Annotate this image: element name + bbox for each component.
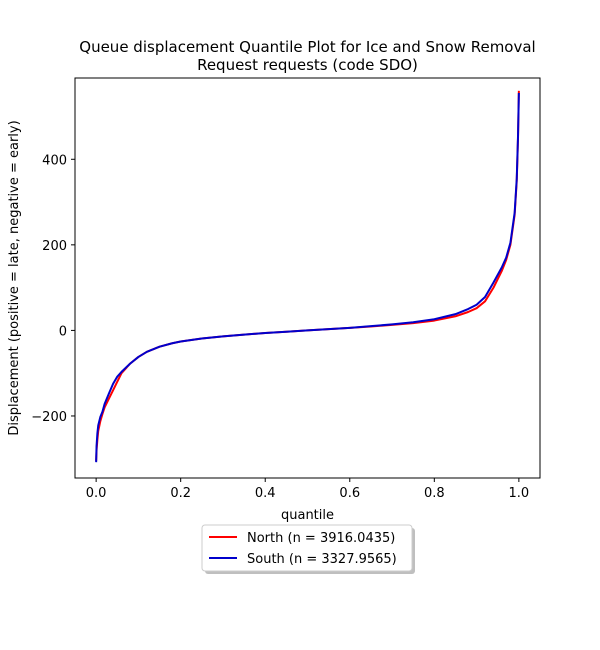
- x-tick-label: 0.6: [339, 486, 360, 501]
- series-line-south: [95, 92, 520, 463]
- legend-box: [201, 524, 413, 572]
- chart-title-line-1: Queue displacement Quantile Plot for Ice…: [79, 38, 535, 56]
- x-tick-label: 0.0: [86, 486, 107, 501]
- x-tick-label: 0.2: [170, 486, 191, 501]
- plot-frame: [74, 77, 541, 479]
- series-line-north: [95, 90, 520, 461]
- legend-label-south: South (n = 3327.9565): [247, 552, 397, 567]
- y-tick-label: 400: [42, 153, 67, 168]
- y-tick-label: 0: [59, 324, 67, 339]
- x-tick-label: 1.0: [509, 486, 530, 501]
- legend-label-north: North (n = 3916.0435): [247, 531, 395, 546]
- x-axis-label: quantile: [281, 508, 334, 523]
- y-axis: −200 0 200 400: [31, 153, 75, 425]
- y-tick-label: 200: [42, 239, 67, 254]
- legend: North (n = 3916.0435) South (n = 3327.95…: [201, 524, 415, 574]
- plot-area: [95, 90, 520, 463]
- y-axis-label: Displacement (positive = late, negative …: [7, 120, 22, 435]
- y-tick-label: −200: [31, 410, 67, 425]
- x-tick-label: 0.4: [255, 486, 276, 501]
- chart-title-line-2: Request requests (code SDO): [197, 56, 418, 74]
- x-tick-label: 0.8: [424, 486, 445, 501]
- x-axis: 0.0 0.2 0.4 0.6 0.8 1.0: [86, 478, 529, 501]
